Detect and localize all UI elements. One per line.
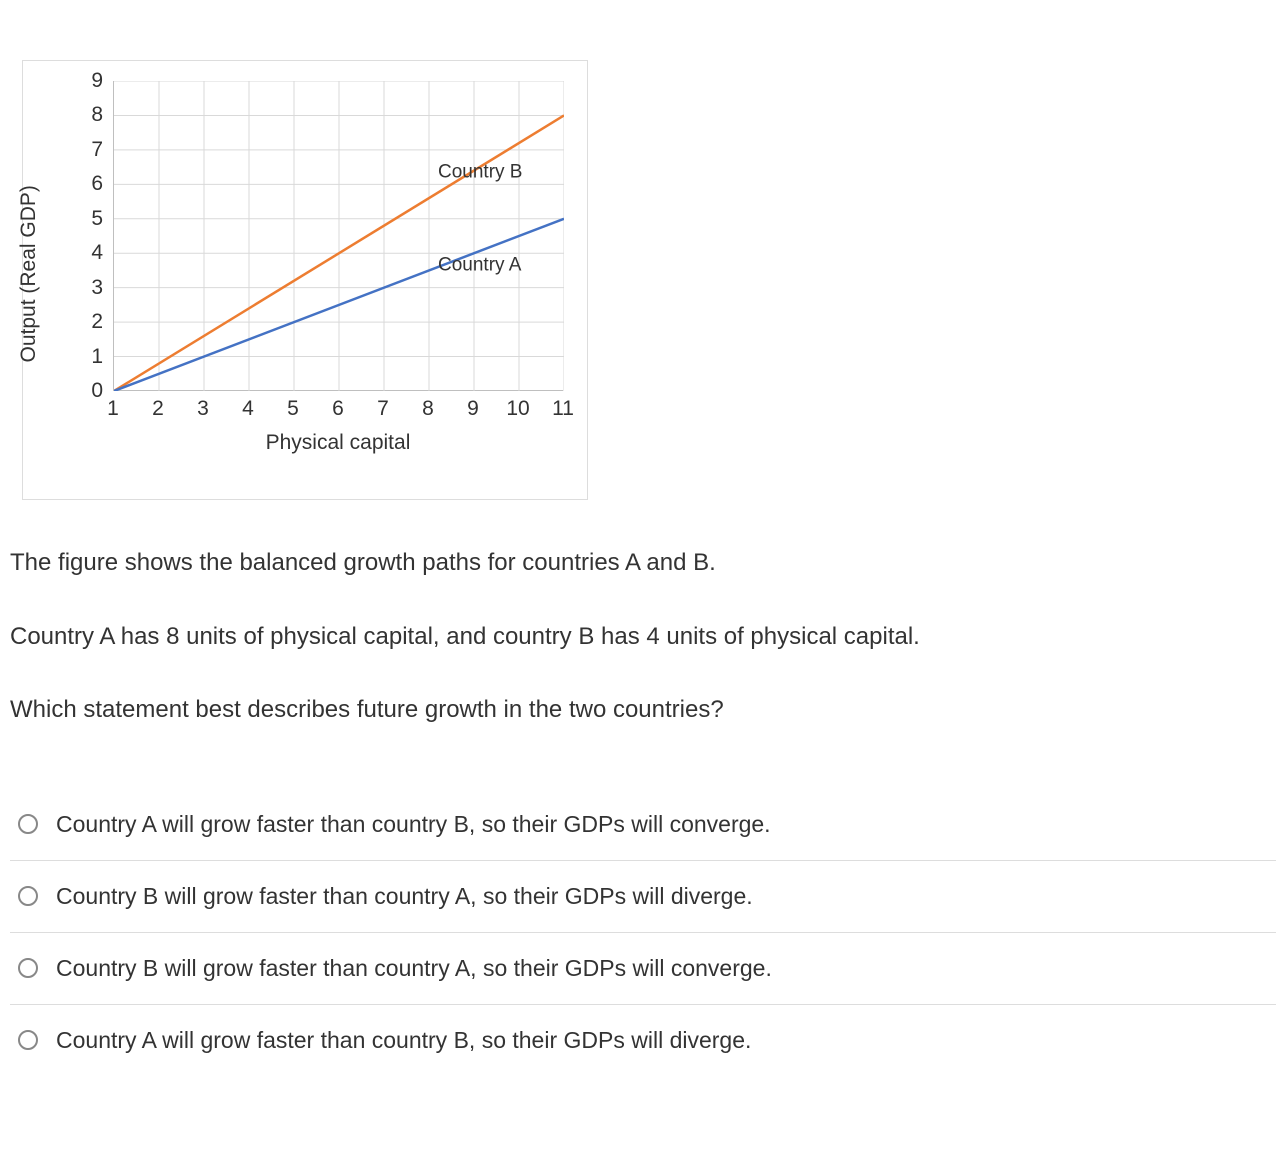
y-tick: 9: [91, 69, 103, 93]
radio-icon: [18, 1030, 38, 1050]
x-tick: 8: [422, 397, 434, 421]
answer-choice[interactable]: Country A will grow faster than country …: [10, 789, 1276, 861]
plot-area: Country B Country A: [113, 81, 563, 391]
x-tick: 10: [506, 397, 529, 421]
chart-card: Output (Real GDP) 0123456789 Country BCo…: [22, 60, 588, 500]
radio-icon: [18, 814, 38, 834]
radio-icon: [18, 886, 38, 906]
x-axis-label: Physical capital: [113, 431, 563, 455]
x-tick: 3: [197, 397, 209, 421]
y-ticks: 0123456789: [63, 81, 103, 391]
x-tick: 4: [242, 397, 254, 421]
y-tick: 5: [91, 207, 103, 231]
choice-label: Country A will grow faster than country …: [56, 811, 771, 838]
y-tick: 8: [91, 103, 103, 127]
x-tick: 9: [467, 397, 479, 421]
answer-choice[interactable]: Country A will grow faster than country …: [10, 1005, 1276, 1076]
choice-label: Country B will grow faster than country …: [56, 955, 772, 982]
question-text: The figure shows the balanced growth pat…: [10, 540, 1270, 733]
y-axis-label: Output (Real GDP): [17, 185, 41, 362]
x-tick: 2: [152, 397, 164, 421]
choice-label: Country A will grow faster than country …: [56, 1027, 751, 1054]
y-tick: 6: [91, 172, 103, 196]
answer-choices: Country A will grow faster than country …: [10, 789, 1276, 1076]
choice-label: Country B will grow faster than country …: [56, 883, 753, 910]
question-line-2: Country A has 8 units of physical capita…: [10, 614, 1270, 660]
series-label: Country A: [438, 254, 522, 275]
chart-svg: Country B Country A: [114, 81, 564, 391]
x-tick: 1: [107, 397, 119, 421]
y-tick: 3: [91, 276, 103, 300]
x-tick: 5: [287, 397, 299, 421]
series-label: Country B: [438, 161, 522, 182]
answer-choice[interactable]: Country B will grow faster than country …: [10, 933, 1276, 1005]
question-line-1: The figure shows the balanced growth pat…: [10, 540, 1270, 586]
y-tick: 1: [91, 345, 103, 369]
y-tick: 4: [91, 241, 103, 265]
y-tick: 7: [91, 138, 103, 162]
chart: Output (Real GDP) 0123456789 Country BCo…: [41, 81, 569, 481]
answer-choice[interactable]: Country B will grow faster than country …: [10, 861, 1276, 933]
x-tick: 7: [377, 397, 389, 421]
x-tick: 6: [332, 397, 344, 421]
x-tick: 11: [552, 397, 574, 421]
radio-icon: [18, 958, 38, 978]
y-tick: 2: [91, 310, 103, 334]
x-ticks: 1234567891011: [113, 397, 563, 425]
question-line-3: Which statement best describes future gr…: [10, 687, 1270, 733]
y-tick: 0: [91, 379, 103, 403]
